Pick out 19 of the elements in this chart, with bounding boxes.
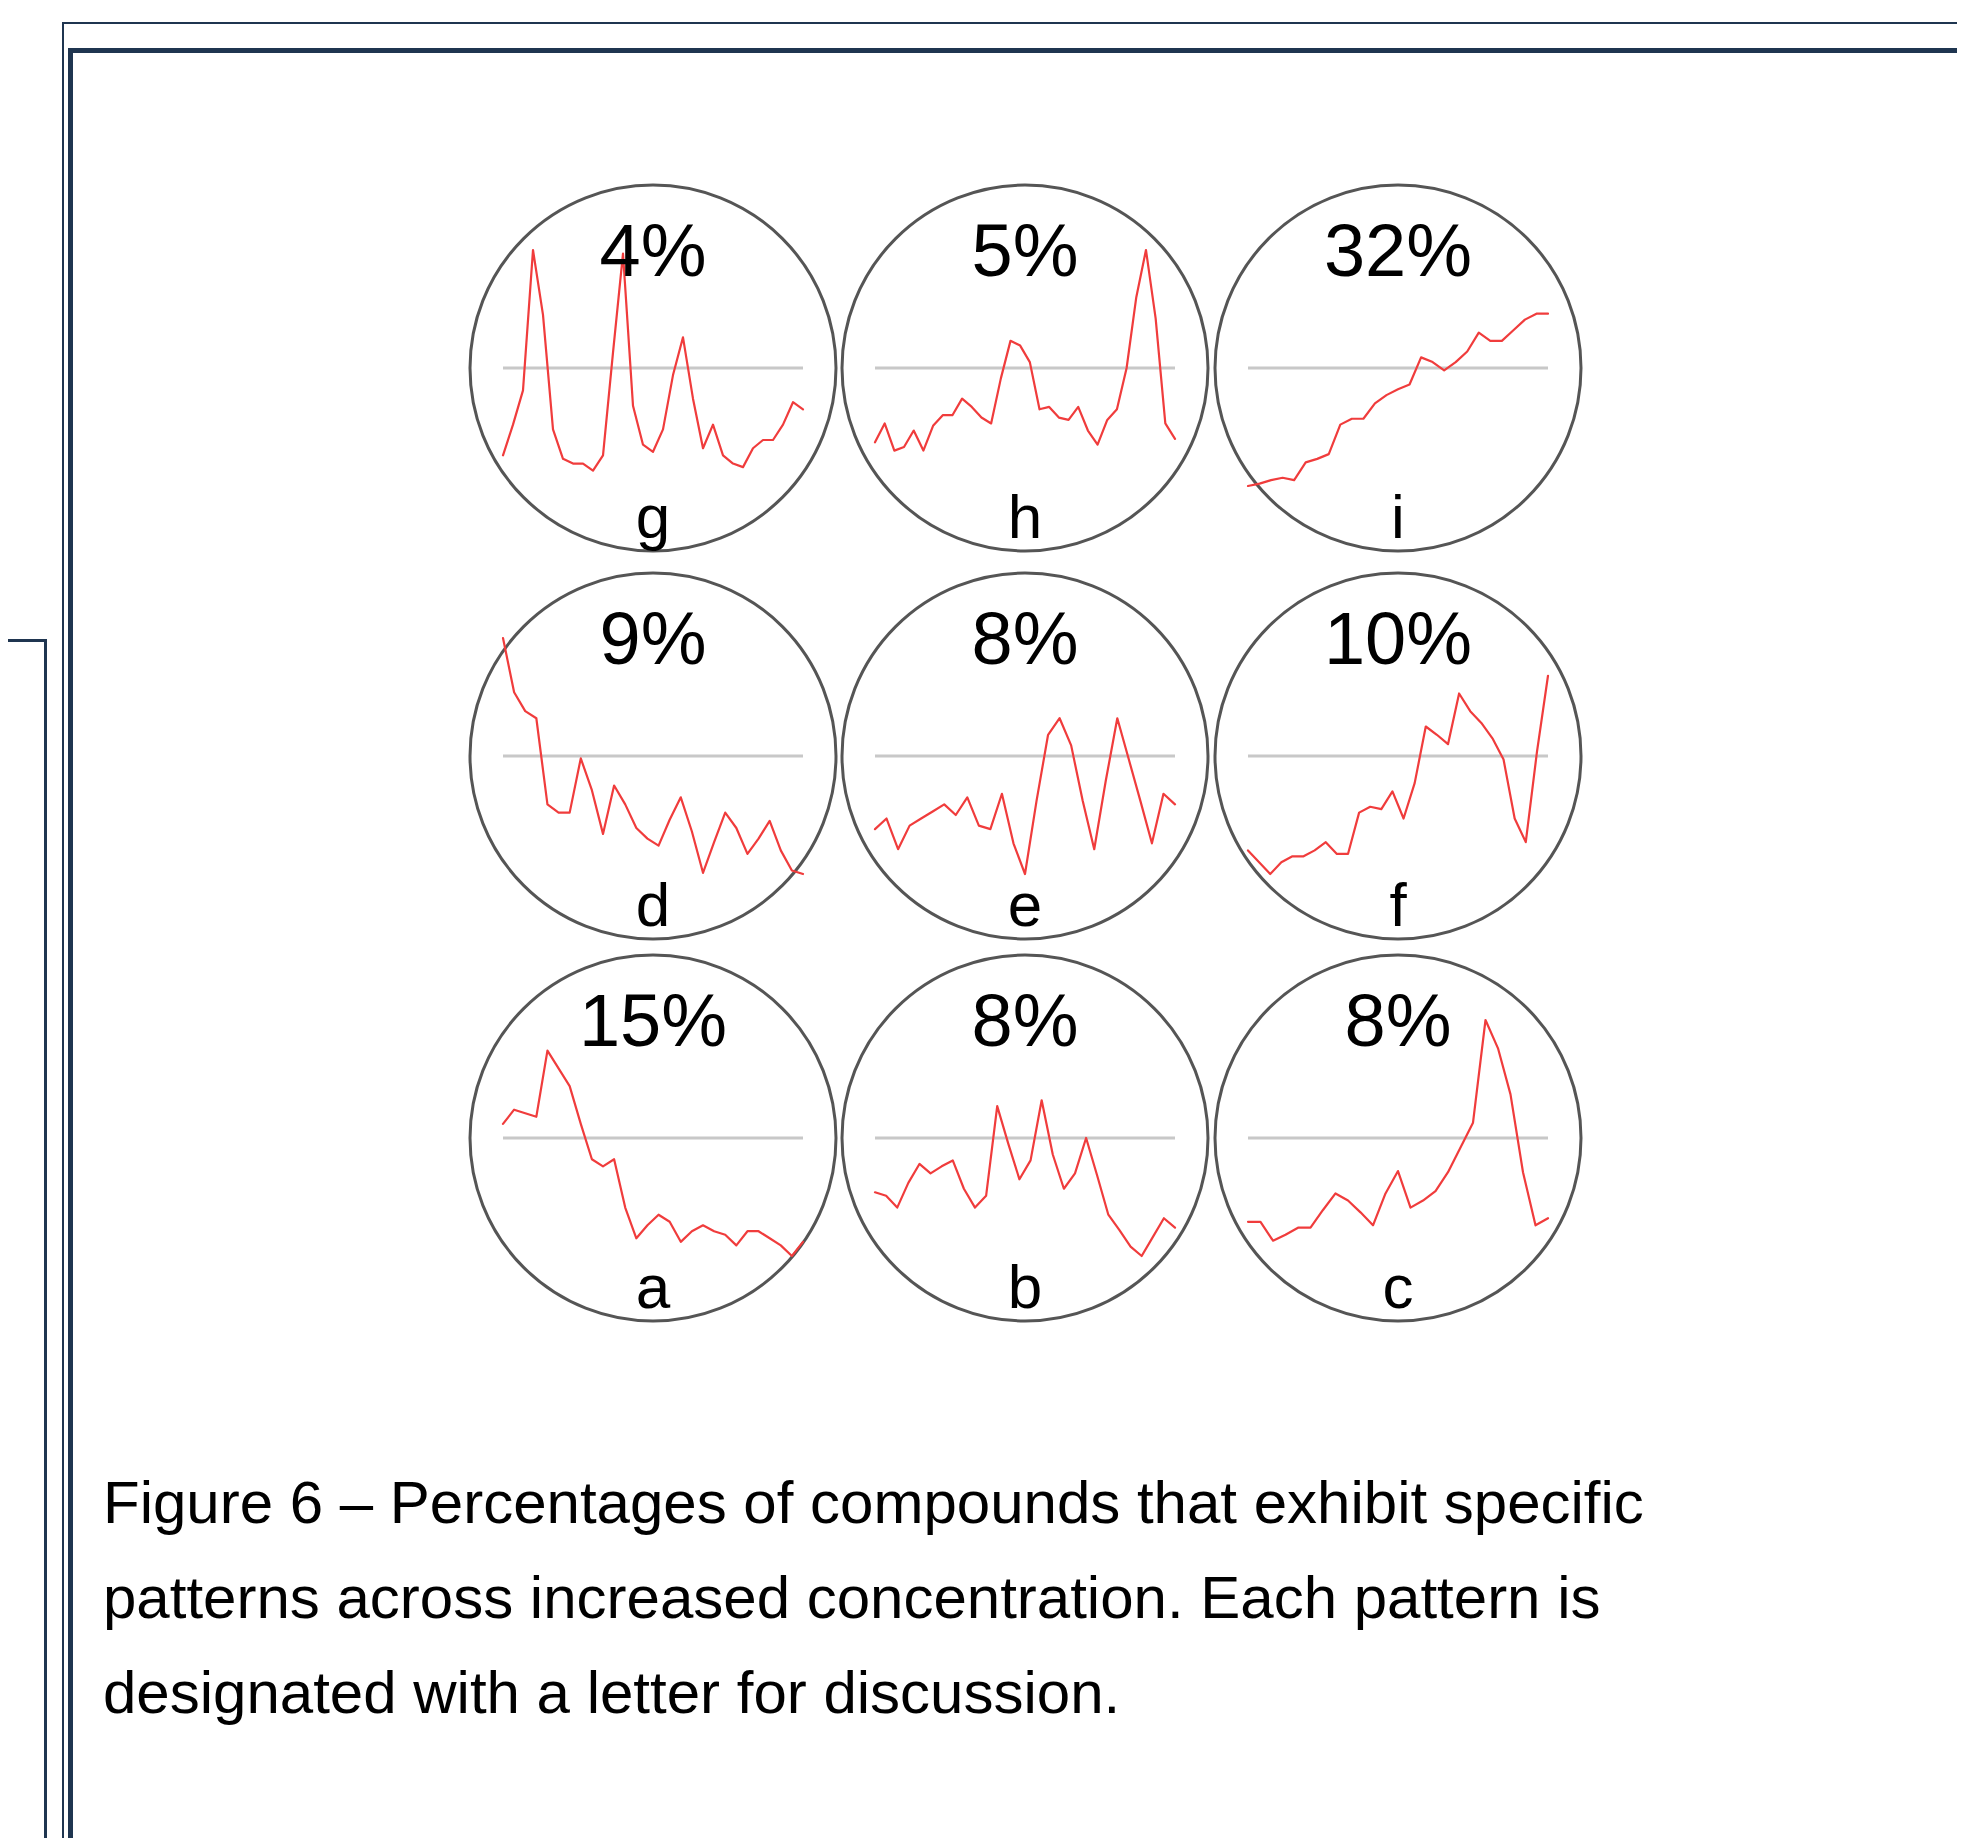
x-axis-title: e bbox=[1007, 870, 1043, 939]
chart-title: 32% bbox=[1323, 209, 1473, 292]
x-axis-title: c bbox=[1382, 1252, 1414, 1321]
chart-title: 4% bbox=[599, 209, 707, 292]
chart-title: 8% bbox=[971, 979, 1079, 1062]
chart-title: 10% bbox=[1323, 597, 1473, 680]
x-axis-title: g bbox=[635, 482, 671, 551]
x-axis-title: a bbox=[635, 1252, 671, 1321]
chart-title: 9% bbox=[599, 597, 707, 680]
chart-title: 15% bbox=[578, 979, 728, 1062]
chart-title: 5% bbox=[971, 209, 1079, 292]
x-axis-title: b bbox=[1007, 1252, 1043, 1321]
caption: Figure 6 – Percentages of compounds that exhibit specific patterns across increased concentration. Each pattern is designated with a letter for discussion. bbox=[103, 1469, 1644, 1726]
x-axis-title: i bbox=[1391, 482, 1405, 551]
chart-title: 8% bbox=[971, 597, 1079, 680]
x-axis-title: f bbox=[1389, 870, 1408, 939]
chart-title: 8% bbox=[1344, 979, 1452, 1062]
x-axis-title: h bbox=[1007, 482, 1043, 551]
x-axis-title: d bbox=[635, 870, 671, 939]
